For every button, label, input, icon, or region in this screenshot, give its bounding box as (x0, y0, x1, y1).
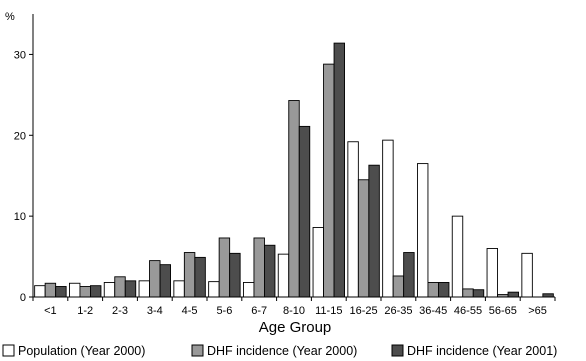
bar-series-2-8 (333, 42, 345, 298)
bar-series-1-8 (323, 63, 335, 298)
y-axis-label: % (5, 11, 15, 23)
x-tick-label: 6-7 (251, 305, 267, 317)
x-tick-label: 46-55 (454, 305, 482, 317)
bar-series-1-6 (253, 237, 265, 298)
legend-swatch-0 (2, 344, 15, 357)
bar-series-0-1 (68, 282, 81, 298)
bar-series-0-10 (382, 139, 394, 298)
bar-series-0-8 (312, 227, 324, 298)
legend-label-0: Population (Year 2000) (18, 344, 145, 358)
y-tick-label: 10 (14, 211, 26, 223)
x-tick-label: 56-65 (489, 305, 517, 317)
bar-series-1-3 (149, 260, 161, 298)
bar-series-2-4 (194, 256, 206, 298)
bar-series-2-10 (403, 252, 415, 298)
bar-series-0-3 (138, 280, 151, 298)
y-tick-label: 20 (14, 130, 26, 142)
x-tick-label: 8-10 (283, 305, 305, 317)
bar-series-2-1 (89, 285, 102, 298)
bar-series-2-6 (264, 244, 276, 298)
x-tick-label: 1-2 (77, 305, 93, 317)
legend: Population (Year 2000) DHF incidence (Yea… (2, 344, 557, 358)
x-tick-label: 36-45 (419, 305, 447, 317)
bar-series-2-12 (472, 289, 485, 298)
bar-series-0-7 (277, 253, 290, 298)
x-tick-label: 16-25 (350, 305, 378, 317)
bar-series-2-0 (55, 286, 67, 298)
x-tick-label: 2-3 (112, 305, 128, 317)
legend-label-2: DHF incidence (Year 2001) (407, 344, 557, 358)
bar-series-2-11 (438, 282, 450, 298)
legend-label-1: DHF incidence (Year 2000) (207, 344, 357, 358)
bar-series-2-3 (159, 264, 172, 298)
bar-series-0-14 (521, 252, 533, 298)
bar-series-1-0 (44, 282, 57, 298)
y-tick-label: 0 (20, 292, 26, 304)
x-tick-label: 5-6 (216, 305, 232, 317)
bar-series-0-0 (34, 285, 46, 298)
bar-series-1-12 (462, 288, 474, 298)
y-axis: 0 10 20 30 (14, 14, 34, 304)
x-tick-label: <1 (44, 305, 57, 317)
bar-series-2-13 (507, 291, 519, 298)
bar-series-1-11 (427, 282, 439, 298)
bar-series-0-6 (242, 282, 255, 298)
bar-series-2-7 (298, 125, 311, 298)
x-tick-label: 4-5 (182, 305, 198, 317)
bar-series-0-13 (486, 248, 498, 298)
bar-series-0-5 (208, 281, 220, 298)
x-tick-label: 26-35 (384, 305, 412, 317)
bar-series-0-9 (347, 141, 359, 298)
bar-series-0-12 (451, 215, 464, 298)
bar-series-2-5 (229, 252, 241, 298)
bar-series-0-11 (417, 163, 429, 298)
bar-series-1-4 (183, 252, 196, 298)
x-axis-title: Age Group (259, 319, 332, 336)
x-tick-label: >65 (528, 305, 547, 317)
x-tick-label: 11-15 (315, 305, 342, 317)
bar-series-1-2 (114, 276, 126, 298)
x-axis: <1 1-2 2-3 3-4 4-5 5-6 6-7 8-10 11-15 16-25 26-35 3… (32, 296, 556, 317)
bar-series-1-10 (392, 275, 405, 298)
bar-series-2-2 (124, 280, 137, 298)
bars-group (34, 42, 554, 298)
bar-series-1-1 (79, 286, 91, 298)
bar-series-0-2 (103, 282, 116, 298)
legend-swatch-1 (191, 344, 204, 357)
bar-series-1-5 (218, 237, 231, 298)
y-tick-label: 30 (14, 49, 26, 61)
bar-series-1-9 (357, 179, 370, 298)
bar-series-0-4 (173, 280, 185, 298)
x-tick-label: 3-4 (147, 305, 163, 317)
legend-swatch-2 (391, 344, 404, 357)
bar-series-1-7 (288, 100, 300, 298)
bar-series-2-9 (368, 164, 380, 298)
